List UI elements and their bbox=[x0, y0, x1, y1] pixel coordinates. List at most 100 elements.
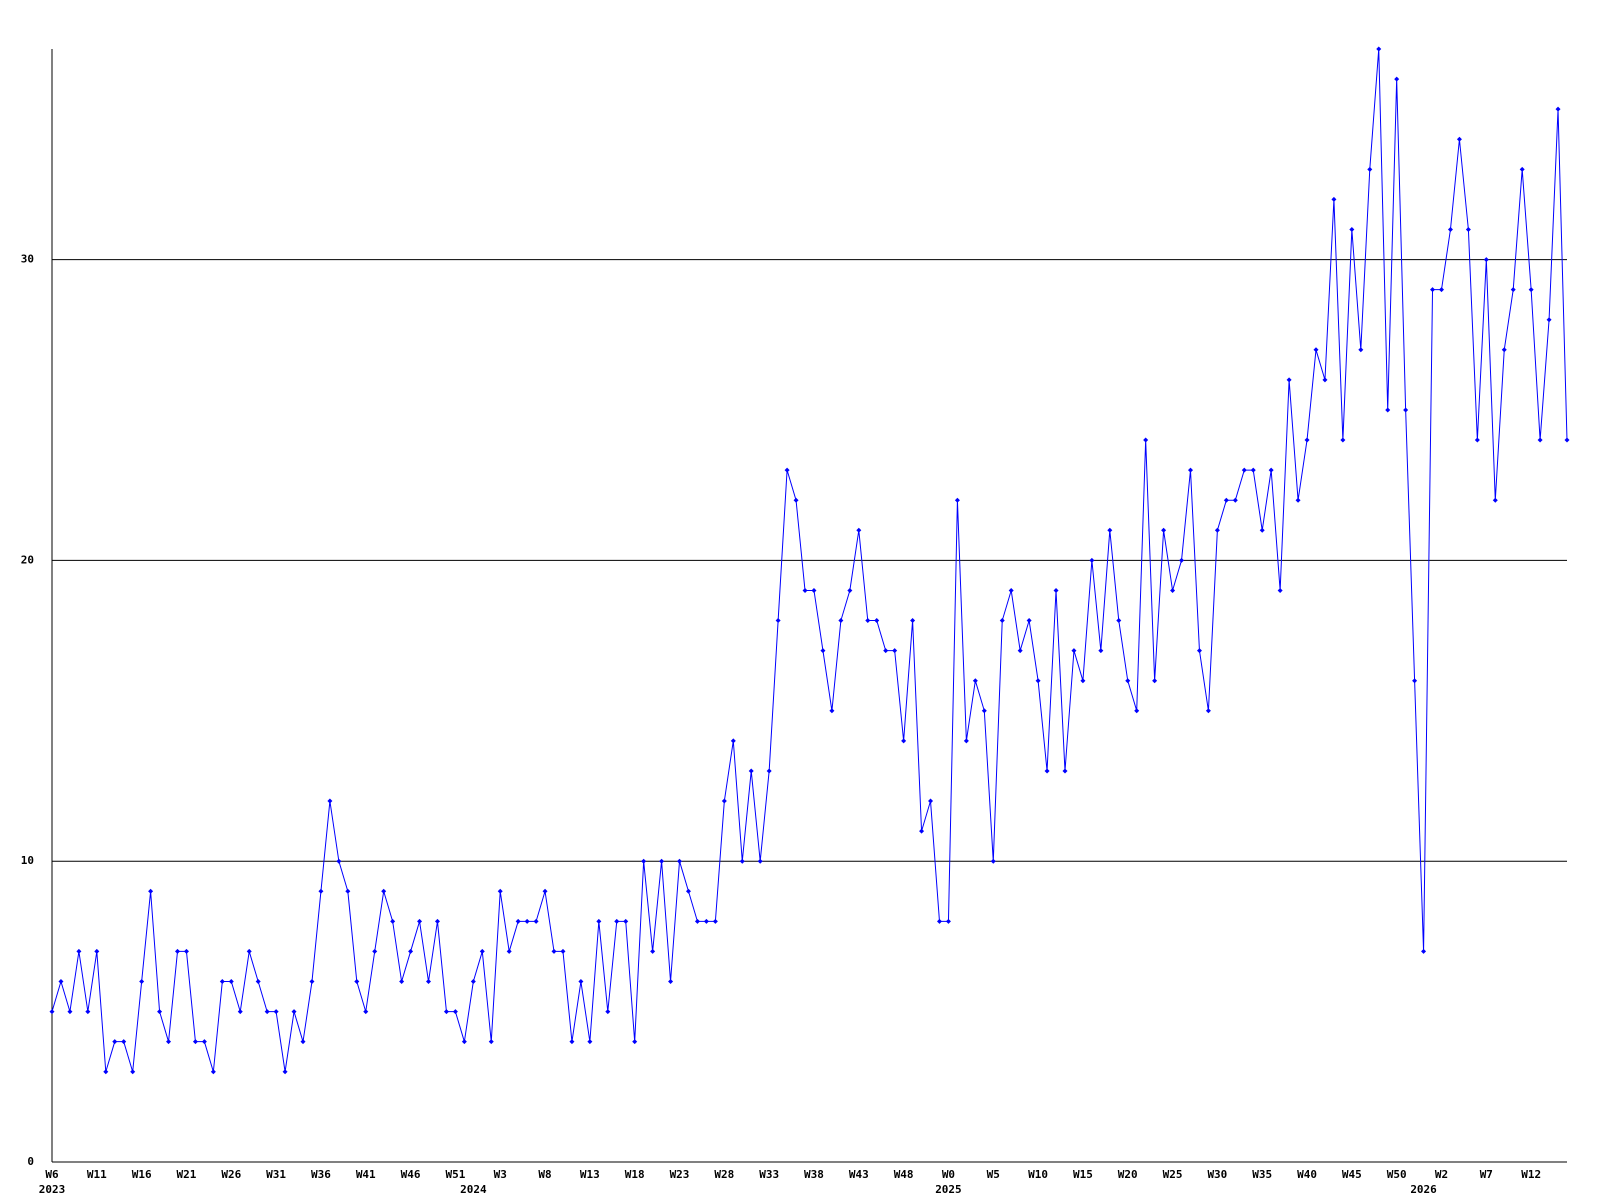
point-marker bbox=[578, 979, 584, 985]
point-marker bbox=[1322, 377, 1328, 383]
point-marker bbox=[1053, 587, 1059, 593]
point-marker bbox=[694, 918, 700, 924]
point-marker bbox=[175, 948, 181, 954]
point-marker bbox=[1187, 467, 1193, 473]
point-marker bbox=[121, 1039, 127, 1045]
point-marker bbox=[838, 618, 844, 624]
x-tick-label: W20 bbox=[1118, 1168, 1138, 1181]
point-marker bbox=[1277, 587, 1283, 593]
point-marker bbox=[748, 768, 754, 774]
point-marker bbox=[802, 587, 808, 593]
point-marker bbox=[1421, 948, 1427, 954]
x-tick-label: W46 bbox=[401, 1168, 421, 1181]
point-marker bbox=[103, 1069, 109, 1075]
point-marker bbox=[1125, 678, 1131, 684]
point-marker bbox=[506, 948, 512, 954]
point-marker bbox=[291, 1009, 297, 1015]
point-marker bbox=[1313, 347, 1319, 353]
x-tick-label: W10 bbox=[1028, 1168, 1048, 1181]
point-marker bbox=[345, 888, 351, 894]
x-tick-label: W35 bbox=[1252, 1168, 1272, 1181]
y-tick-label: 20 bbox=[21, 553, 34, 566]
point-marker bbox=[999, 618, 1005, 624]
point-marker bbox=[990, 858, 996, 864]
point-marker bbox=[1456, 136, 1462, 142]
point-marker bbox=[426, 979, 432, 985]
x-tick-label: W48 bbox=[894, 1168, 914, 1181]
point-marker bbox=[228, 979, 234, 985]
point-marker bbox=[139, 979, 145, 985]
point-marker bbox=[1358, 347, 1364, 353]
point-marker bbox=[1268, 467, 1274, 473]
point-marker bbox=[919, 828, 925, 834]
x-tick-label: W11 bbox=[87, 1168, 107, 1181]
point-marker bbox=[712, 918, 718, 924]
point-marker bbox=[605, 1009, 611, 1015]
point-marker bbox=[775, 618, 781, 624]
point-marker bbox=[757, 858, 763, 864]
point-marker bbox=[1376, 46, 1382, 52]
point-marker bbox=[632, 1039, 638, 1045]
point-marker bbox=[1152, 678, 1158, 684]
point-marker bbox=[1196, 648, 1202, 654]
point-marker bbox=[721, 798, 727, 804]
point-marker bbox=[1223, 497, 1229, 503]
point-marker bbox=[264, 1009, 270, 1015]
point-marker bbox=[273, 1009, 279, 1015]
point-marker bbox=[614, 918, 620, 924]
point-marker bbox=[892, 648, 898, 654]
point-marker bbox=[49, 1009, 55, 1015]
point-marker bbox=[945, 918, 951, 924]
point-marker bbox=[183, 948, 189, 954]
point-marker bbox=[1474, 437, 1480, 443]
x-tick-label: W28 bbox=[714, 1168, 734, 1181]
point-marker bbox=[1483, 257, 1489, 263]
point-marker bbox=[1250, 467, 1256, 473]
point-marker bbox=[1295, 497, 1301, 503]
point-marker bbox=[551, 948, 557, 954]
point-marker bbox=[1170, 587, 1176, 593]
point-marker bbox=[739, 858, 745, 864]
point-marker bbox=[1438, 287, 1444, 293]
x-tick-label: W2 bbox=[1435, 1168, 1448, 1181]
point-marker bbox=[766, 768, 772, 774]
point-marker bbox=[408, 948, 414, 954]
point-marker bbox=[1026, 618, 1032, 624]
point-marker bbox=[1501, 347, 1507, 353]
point-marker bbox=[363, 1009, 369, 1015]
point-marker bbox=[434, 918, 440, 924]
point-marker bbox=[1071, 648, 1077, 654]
point-marker bbox=[542, 888, 548, 894]
point-marker bbox=[417, 918, 423, 924]
point-marker bbox=[1214, 527, 1220, 533]
point-marker bbox=[901, 738, 907, 744]
point-marker bbox=[318, 888, 324, 894]
x-tick-label: W12 bbox=[1521, 1168, 1541, 1181]
x-tick-label: W6 bbox=[45, 1168, 59, 1181]
point-marker bbox=[452, 1009, 458, 1015]
point-marker bbox=[1349, 226, 1355, 232]
x-year-label: 2023 bbox=[39, 1183, 66, 1196]
x-tick-label: W40 bbox=[1297, 1168, 1317, 1181]
point-marker bbox=[1008, 587, 1014, 593]
x-tick-label: W33 bbox=[759, 1168, 779, 1181]
x-year-label: 2025 bbox=[935, 1183, 962, 1196]
point-marker bbox=[479, 948, 485, 954]
point-marker bbox=[192, 1039, 198, 1045]
point-marker bbox=[390, 918, 396, 924]
x-tick-label: W0 bbox=[942, 1168, 955, 1181]
point-marker bbox=[1179, 557, 1185, 563]
y-tick-label: 30 bbox=[21, 253, 34, 266]
x-tick-label: W30 bbox=[1207, 1168, 1227, 1181]
point-marker bbox=[300, 1039, 306, 1045]
point-marker bbox=[1098, 648, 1104, 654]
x-tick-label: W7 bbox=[1480, 1168, 1493, 1181]
point-marker bbox=[856, 527, 862, 533]
point-marker bbox=[685, 888, 691, 894]
x-tick-label: W26 bbox=[221, 1168, 241, 1181]
point-marker bbox=[650, 948, 656, 954]
point-marker bbox=[1492, 497, 1498, 503]
point-marker bbox=[282, 1069, 288, 1075]
point-marker bbox=[497, 888, 503, 894]
